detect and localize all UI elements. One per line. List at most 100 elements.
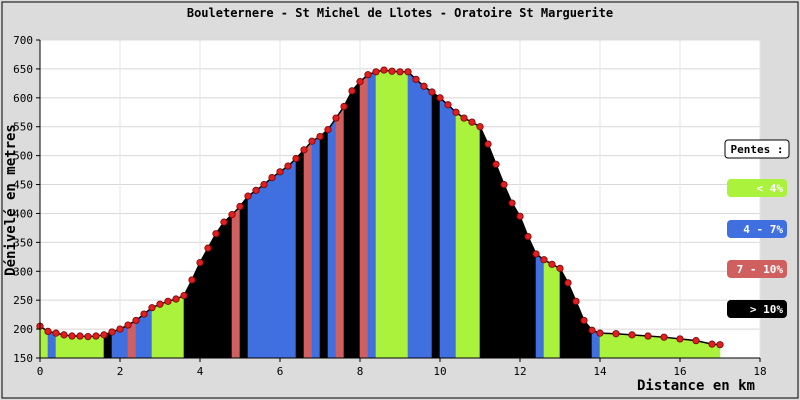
- slope-slice: [463, 117, 473, 359]
- data-point: [236, 202, 244, 211]
- data-point: [532, 250, 540, 258]
- data-point: [84, 333, 92, 341]
- y-tick-label: 500: [13, 150, 33, 163]
- data-point: [76, 332, 84, 340]
- data-point: [468, 118, 476, 126]
- slope-slice: [287, 157, 297, 359]
- y-axis-label: Dénivelé en metres: [3, 124, 19, 276]
- slope-slice: [239, 195, 249, 359]
- slope-slice: [399, 71, 409, 359]
- data-point: [660, 333, 668, 341]
- slope-slice: [479, 126, 489, 359]
- data-point: [452, 108, 460, 116]
- slope-slice: [439, 97, 449, 359]
- data-point: [220, 218, 228, 226]
- slope-slice: [271, 171, 281, 359]
- y-tick-label: 200: [13, 323, 33, 336]
- data-point: [316, 132, 324, 141]
- slope-slice: [159, 300, 169, 359]
- slope-slice: [471, 121, 481, 359]
- x-axis-label: Distance en km: [637, 378, 755, 394]
- data-point: [420, 82, 428, 90]
- data-point: [156, 300, 164, 308]
- y-tick-label: 150: [13, 352, 33, 365]
- data-point: [516, 212, 524, 220]
- x-tick-label: 16: [673, 365, 686, 378]
- data-point: [308, 137, 316, 145]
- data-point: [92, 332, 100, 340]
- data-point: [572, 297, 580, 305]
- data-point: [508, 199, 516, 207]
- data-point: [60, 331, 68, 339]
- axes: [36, 39, 761, 362]
- data-point: [580, 316, 588, 325]
- data-point: [284, 162, 292, 170]
- legend-label: > 10%: [750, 303, 783, 316]
- slope-slice: [423, 85, 433, 359]
- slope-slice: [375, 69, 385, 359]
- legend-title: Pentes :: [731, 143, 784, 156]
- data-point: [404, 68, 412, 76]
- y-tick-labels: 150 200 250 300 350 400 450 500 550 600 650 700: [13, 34, 33, 365]
- slope-slice: [503, 184, 513, 359]
- data-point: [204, 244, 212, 252]
- slope-slice: [599, 332, 617, 359]
- data-point: [716, 341, 724, 349]
- y-tick-label: 550: [13, 121, 33, 134]
- data-point: [596, 329, 604, 337]
- data-point: [188, 276, 196, 284]
- profile-points: [36, 66, 724, 349]
- data-point: [356, 78, 364, 86]
- x-tick-label: 18: [753, 365, 766, 378]
- slope-slice: [247, 189, 257, 359]
- data-point: [692, 337, 700, 345]
- data-point: [212, 230, 220, 238]
- data-point: [332, 114, 340, 122]
- data-point: [196, 258, 204, 267]
- slope-slice: [351, 80, 361, 359]
- data-point: [172, 295, 180, 303]
- data-point: [396, 68, 404, 76]
- slope-slice: [295, 149, 305, 359]
- slope-slice: [279, 165, 289, 359]
- x-tick-label: 12: [513, 365, 526, 378]
- legend-swatch: [727, 300, 787, 318]
- slope-slices: [39, 69, 721, 359]
- x-tick-label: 2: [117, 365, 124, 378]
- slope-slice: [319, 128, 329, 359]
- slope-slice: [335, 105, 345, 359]
- x-tick-label: 6: [277, 365, 284, 378]
- data-point: [540, 256, 548, 264]
- legend-title-box: [724, 139, 790, 159]
- legend-swatch: [727, 260, 787, 278]
- data-point: [164, 297, 172, 305]
- x-tick-label: 10: [433, 365, 446, 378]
- data-point: [460, 114, 468, 122]
- legend-label: 7 - 10%: [737, 263, 784, 276]
- data-point: [348, 87, 356, 95]
- y-tick-label: 600: [13, 92, 33, 105]
- y-tick-label: 250: [13, 294, 33, 307]
- legend-swatch: [727, 179, 787, 197]
- data-point: [524, 232, 532, 241]
- slope-slice: [447, 104, 457, 359]
- data-point: [116, 325, 124, 333]
- data-point: [428, 88, 436, 96]
- chart-title: Bouleternere - St Michel de Llotes - Ora…: [187, 6, 613, 20]
- slope-slice: [431, 91, 441, 359]
- data-point: [612, 330, 620, 338]
- data-point: [292, 154, 300, 163]
- data-point: [124, 321, 132, 329]
- slope-slice: [487, 143, 497, 359]
- data-point: [148, 304, 156, 312]
- data-point: [500, 180, 508, 189]
- data-point: [324, 126, 332, 134]
- data-point: [140, 310, 148, 318]
- slope-slice: [207, 232, 217, 359]
- data-point: [44, 327, 52, 336]
- data-point: [588, 326, 596, 334]
- data-point: [108, 328, 116, 336]
- data-point: [340, 102, 348, 111]
- y-tick-label: 400: [13, 207, 33, 220]
